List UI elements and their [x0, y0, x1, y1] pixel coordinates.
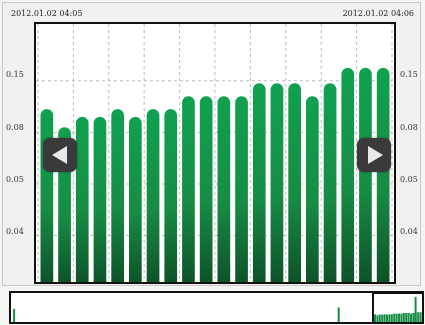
- bar-chart-plot[interactable]: [34, 22, 396, 284]
- bar[interactable]: [93, 116, 107, 282]
- bar[interactable]: [129, 116, 142, 282]
- bar[interactable]: [341, 67, 355, 282]
- bar[interactable]: [111, 109, 124, 282]
- bar[interactable]: [164, 109, 178, 282]
- next-button[interactable]: [357, 138, 391, 172]
- bar[interactable]: [235, 96, 248, 282]
- y-tick-left: 0.04: [6, 227, 24, 236]
- bar[interactable]: [359, 67, 372, 282]
- bar[interactable]: [252, 83, 266, 282]
- bar[interactable]: [270, 83, 284, 282]
- overview-window-handle[interactable]: [372, 293, 422, 322]
- bar[interactable]: [376, 67, 390, 282]
- overview-svg: [13, 307, 340, 322]
- end-timestamp: 2012.01.02 04:06: [342, 9, 414, 18]
- overview-window-bar: [381, 314, 384, 322]
- bar[interactable]: [40, 109, 54, 282]
- overview-window-bar: [412, 313, 415, 322]
- bar[interactable]: [199, 96, 213, 282]
- overview-window-bar: [388, 314, 391, 322]
- overview-window-spike: [414, 296, 417, 322]
- y-tick-right: 0.05: [400, 175, 418, 184]
- overview-window-bar: [405, 313, 408, 322]
- bar[interactable]: [288, 83, 301, 282]
- bar[interactable]: [306, 96, 319, 282]
- bar-chart-svg: [36, 24, 394, 282]
- overview-window-bar: [395, 313, 398, 322]
- y-tick-right: 0.15: [400, 70, 418, 79]
- y-tick-left: 0.08: [6, 123, 24, 132]
- overview-window-bar: [417, 312, 420, 322]
- y-tick-right: 0.08: [400, 123, 418, 132]
- y-tick-left: 0.15: [6, 70, 24, 79]
- y-tick-right: 0.04: [400, 227, 418, 236]
- overview-spike: [13, 308, 16, 322]
- overview-window-svg: [374, 296, 422, 322]
- bar[interactable]: [182, 96, 195, 282]
- bar[interactable]: [323, 83, 337, 282]
- overview-window-bar: [386, 314, 388, 322]
- overview-window-bar: [374, 314, 376, 322]
- y-tick-left: 0.05: [6, 175, 24, 184]
- arrow-left-icon: [51, 146, 67, 164]
- bar[interactable]: [75, 116, 89, 282]
- overview-window-bar: [419, 312, 422, 322]
- previous-button[interactable]: [43, 138, 77, 172]
- overview-window-bar: [393, 313, 396, 322]
- overview-spike: [337, 307, 340, 322]
- overview-scrollbar[interactable]: [9, 291, 424, 324]
- overview-window-bar: [376, 315, 379, 322]
- overview-window-bar: [390, 314, 393, 322]
- overview-window-bar: [378, 314, 381, 322]
- bar[interactable]: [146, 109, 160, 282]
- overview-window-bar: [398, 313, 400, 322]
- start-timestamp: 2012.01.02 04:05: [11, 9, 83, 18]
- arrow-right-icon: [367, 146, 383, 164]
- overview-window-bar: [410, 313, 412, 322]
- bar[interactable]: [217, 96, 231, 282]
- overview-window-bar: [383, 314, 386, 322]
- overview-window-bar: [400, 313, 403, 322]
- overview-window-bar: [407, 313, 410, 322]
- overview-window-bar: [402, 313, 405, 322]
